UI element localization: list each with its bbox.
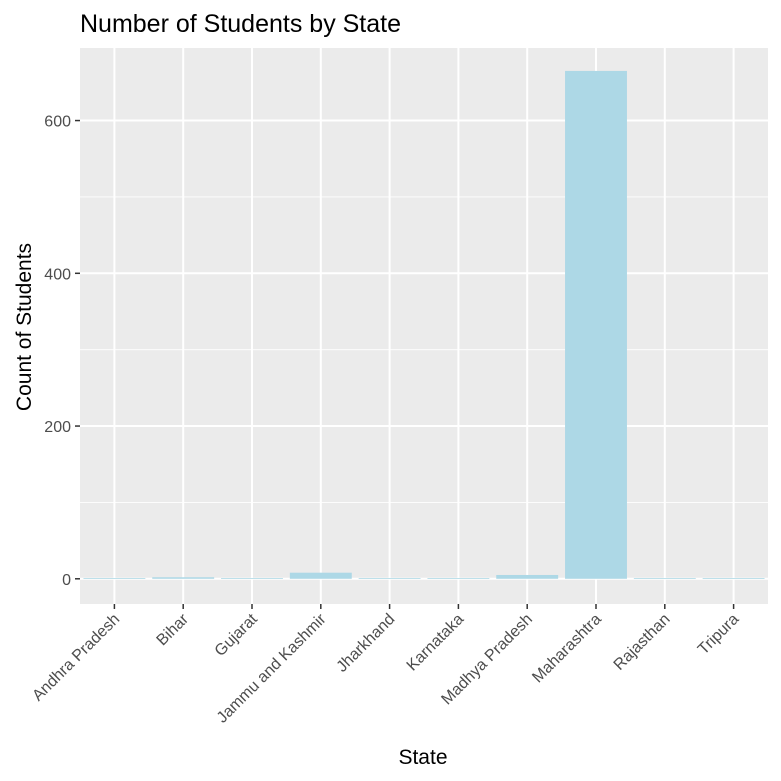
x-axis-title: State (398, 746, 447, 769)
y-axis-title: Count of Students (13, 243, 36, 411)
y-tick-label: 0 (62, 572, 71, 589)
bar-andhra-pradesh (83, 578, 146, 579)
minor-gridlines (80, 196, 768, 503)
x-tick-label: Gujarat (212, 610, 262, 660)
x-tick-label: Maharashtra (529, 611, 605, 687)
bar-gujarat (221, 578, 283, 579)
bars (83, 70, 765, 579)
bar-tripura (702, 578, 765, 579)
bar-jammu-and-kashmir (289, 572, 352, 579)
x-tick-label: Tripura (695, 611, 743, 659)
x-tick-label: Andhra Pradesh (29, 611, 123, 705)
chart-title: Number of Students by State (80, 10, 401, 38)
x-tick-label: Rajasthan (611, 611, 674, 674)
x-tick-label: Bihar (154, 610, 193, 649)
y-tick-label: 600 (44, 114, 71, 131)
bar-bihar (152, 577, 215, 579)
plot-panel (80, 48, 768, 604)
bar-rajasthan (633, 578, 696, 579)
x-tick-label: Jharkhand (334, 611, 399, 676)
bar-karnataka (427, 578, 490, 579)
y-tick-label: 200 (44, 419, 71, 436)
bar-maharashtra (565, 70, 627, 579)
y-axis: 0 200 400 600 (44, 114, 80, 589)
bar-madhya-pradesh (496, 574, 559, 579)
y-tick-label: 400 (44, 266, 71, 283)
bar-jharkhand (358, 578, 421, 579)
x-tick-label: Karnataka (404, 611, 468, 675)
